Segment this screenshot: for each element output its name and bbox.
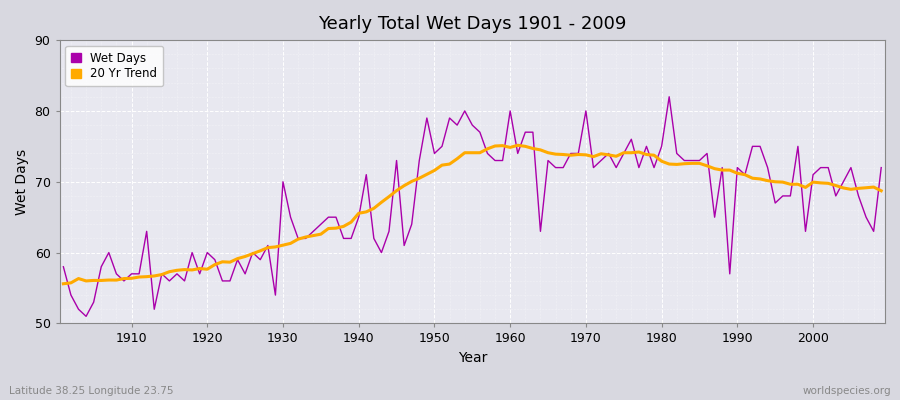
Text: Latitude 38.25 Longitude 23.75: Latitude 38.25 Longitude 23.75 bbox=[9, 386, 174, 396]
20 Yr Trend bbox=[119, 276, 130, 281]
Title: Yearly Total Wet Days 1901 - 2009: Yearly Total Wet Days 1901 - 2009 bbox=[318, 15, 626, 33]
Wet Days bbox=[292, 236, 303, 241]
Wet Days bbox=[81, 314, 92, 319]
20 Yr Trend bbox=[512, 143, 523, 148]
20 Yr Trend bbox=[876, 188, 886, 193]
Wet Days bbox=[338, 236, 349, 241]
20 Yr Trend bbox=[285, 241, 296, 246]
Wet Days bbox=[876, 165, 886, 170]
Wet Days bbox=[58, 264, 68, 269]
Wet Days bbox=[603, 151, 614, 156]
Legend: Wet Days, 20 Yr Trend: Wet Days, 20 Yr Trend bbox=[66, 46, 163, 86]
X-axis label: Year: Year bbox=[457, 351, 487, 365]
20 Yr Trend bbox=[58, 281, 68, 286]
20 Yr Trend bbox=[497, 143, 508, 148]
Wet Days bbox=[664, 94, 675, 99]
Wet Days bbox=[126, 272, 137, 276]
20 Yr Trend bbox=[505, 145, 516, 150]
Wet Days bbox=[512, 151, 523, 156]
Line: 20 Yr Trend: 20 Yr Trend bbox=[63, 145, 881, 284]
Wet Days bbox=[505, 108, 516, 113]
20 Yr Trend bbox=[603, 152, 614, 157]
Y-axis label: Wet Days: Wet Days bbox=[15, 149, 29, 215]
20 Yr Trend bbox=[330, 226, 341, 230]
Text: worldspecies.org: worldspecies.org bbox=[803, 386, 891, 396]
Line: Wet Days: Wet Days bbox=[63, 97, 881, 316]
